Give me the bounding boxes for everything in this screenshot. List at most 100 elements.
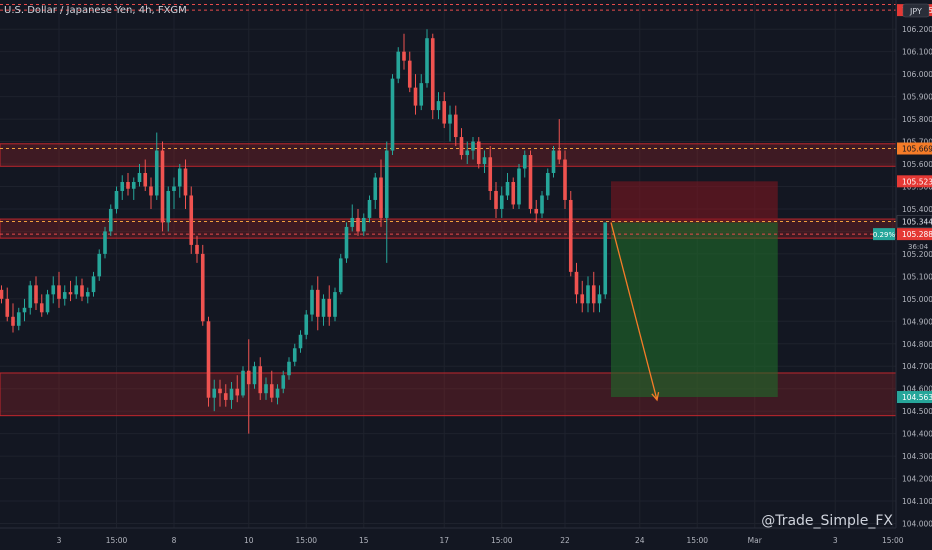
y-tick-label: 106.000 [902,70,932,79]
candle-body [505,181,510,196]
candle-body [310,289,314,315]
candle-body [149,186,153,196]
time-axis-ticks: 3 15:00 8 10 15:00 15 17 15:00 22 24 15:00 Mar 3 15:0… [57,536,904,545]
candle-body [218,388,222,394]
candle-body [206,321,211,398]
candle-body [540,195,544,214]
candle-body [298,334,303,349]
candle-body [407,60,412,88]
candle-body [557,150,562,160]
candle-body [517,168,521,205]
candle-body [390,78,395,151]
x-tick-label: 15:00 [106,536,128,545]
x-tick-label: 15 [359,536,369,545]
candle-body [137,173,142,182]
y-tick-label: 105.200 [902,250,932,259]
candle-body [57,285,61,299]
candle-body [126,181,130,189]
candle-body [597,294,602,304]
candle-body [252,366,257,385]
y-tick-label: 104.900 [902,317,932,326]
position-box[interactable] [611,181,778,398]
position-stop-area [611,181,778,223]
candle-body [275,388,280,398]
x-tick-label: 3 [57,536,62,545]
candle-body [436,101,441,111]
candle-body [356,217,360,232]
candle-body [16,312,21,326]
y-tick-label: 105.400 [902,205,932,214]
time-axis[interactable] [0,528,932,550]
price-axis[interactable] [896,0,932,550]
candle-body [103,231,107,254]
projection-arrow[interactable] [610,222,660,402]
candle-body [264,384,268,394]
y-tick-label: 104.800 [902,340,932,349]
candle-body [574,271,579,295]
candle-body [338,258,343,293]
candle-body [511,181,516,205]
candle-body [482,157,487,165]
candle-body [177,168,182,187]
candle-body [333,292,337,317]
y-tick-label: 104.400 [902,430,932,439]
candle-body [258,366,263,394]
candle-body [34,285,38,304]
currency-badge[interactable] [902,3,930,18]
candle-body [195,244,199,254]
candle-body [235,388,240,396]
candle-body [580,294,585,304]
candle-body [212,388,217,398]
currency-label: JPY [909,7,922,16]
chart-title: U.S. Dollar / Japanese Yen, 4h, FXGM [4,5,187,16]
candle-body [85,292,90,297]
candle-body [321,298,326,317]
candle-body [28,285,33,308]
candle-body [344,226,349,259]
candle-body [488,157,493,191]
x-tick-label: 22 [560,536,570,545]
candle-body [471,141,475,151]
candle-body [465,150,470,156]
arrow-line [610,222,658,401]
x-tick-label: 10 [244,536,254,545]
candle-body [384,150,389,218]
candle-body [373,177,378,200]
countdown-label: 36:04 [908,243,929,251]
candle-body [269,384,274,398]
candle-body [154,150,159,196]
candle-body [114,190,119,209]
current-percent-label: 0.29% [873,231,896,239]
price-tag [897,391,932,404]
y-tick-label: 104.700 [902,362,932,371]
y-tick-label: 104.100 [902,497,932,506]
candle-body [131,181,136,189]
candle-body [229,388,234,400]
candle-body [563,159,567,200]
candle-body [448,114,452,124]
candle-body [430,38,435,111]
price-axis-ticks: 106.200 106.100 106.000 105.900 105.800 105.7… [902,25,932,528]
price-tag [896,215,932,228]
price-tag-label: 105.669 [902,145,932,154]
x-tick-label: 3 [833,536,838,545]
x-tick-label: 17 [439,536,449,545]
candle-body [97,253,102,277]
candle-body [11,316,15,326]
candle-body [568,199,573,272]
candle-body [419,83,424,106]
candle-body [189,195,194,245]
candle-body [68,292,73,295]
candle-body [143,173,148,187]
candle-body [241,370,245,396]
candle-body [223,393,228,400]
candle-body [396,51,401,79]
x-tick-label: 15:00 [882,536,904,545]
price-tag-label: 105.288 [902,230,932,239]
y-tick-label: 105.700 [902,138,932,147]
candle-body [591,285,596,304]
candle-body [304,314,309,335]
x-tick-label: 8 [172,536,177,545]
